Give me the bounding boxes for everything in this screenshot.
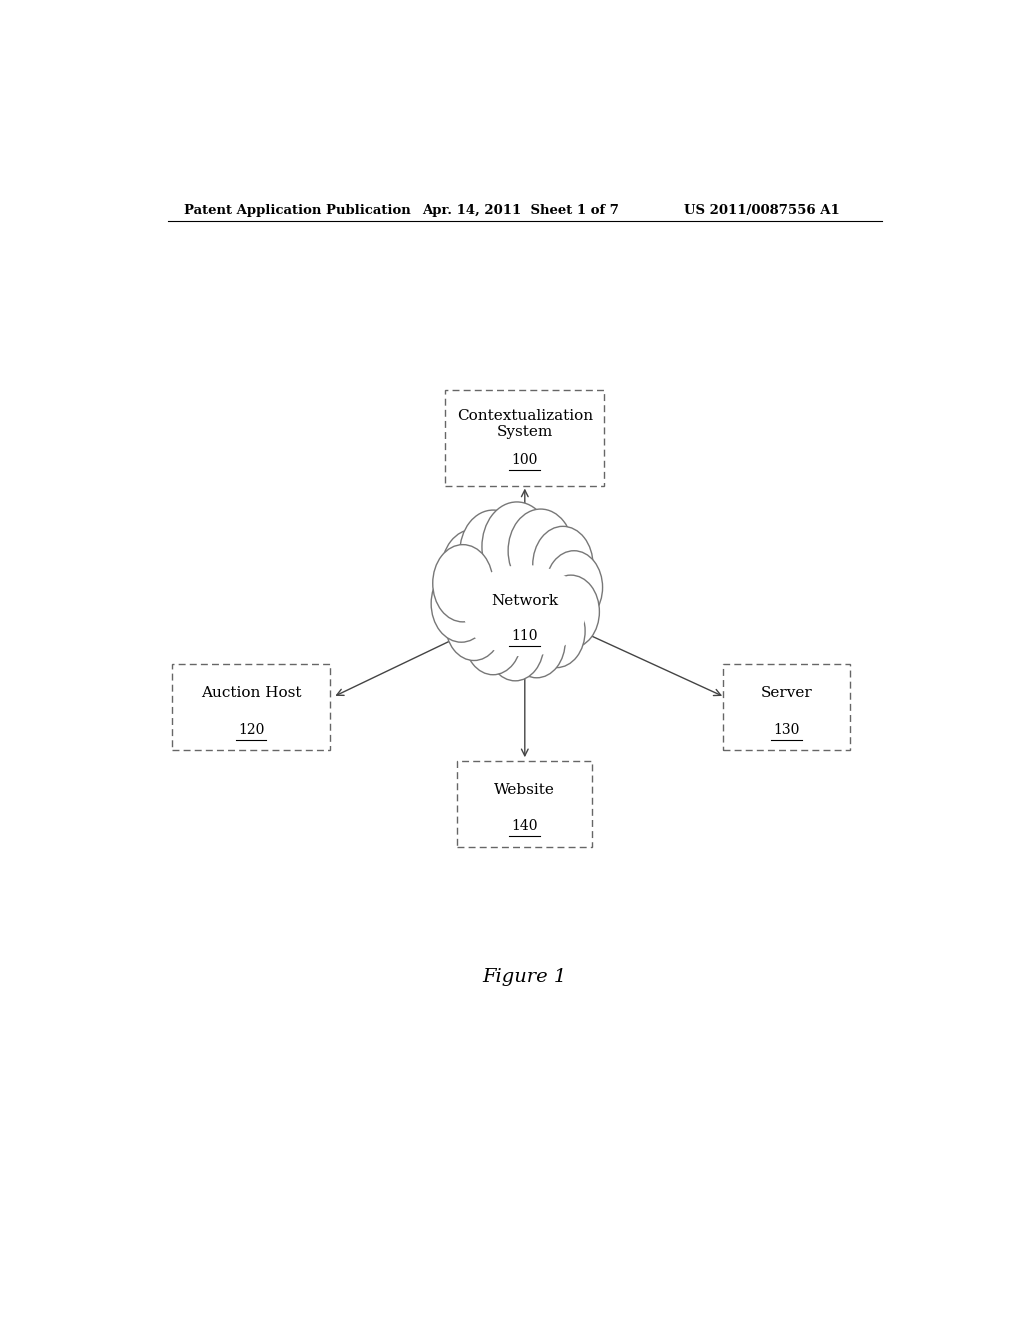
Circle shape (482, 502, 552, 591)
Text: 100: 100 (512, 453, 538, 467)
Ellipse shape (463, 565, 587, 656)
Circle shape (532, 527, 593, 603)
FancyBboxPatch shape (445, 389, 604, 486)
Text: Auction Host: Auction Host (201, 686, 301, 700)
Circle shape (543, 576, 599, 648)
Circle shape (508, 605, 565, 677)
Circle shape (431, 565, 492, 643)
Circle shape (546, 550, 602, 624)
Circle shape (508, 510, 573, 593)
FancyBboxPatch shape (458, 760, 592, 847)
Text: 130: 130 (773, 722, 800, 737)
Text: Figure 1: Figure 1 (482, 968, 567, 986)
Circle shape (528, 594, 585, 668)
Text: 120: 120 (238, 722, 264, 737)
Text: 140: 140 (512, 820, 538, 833)
Text: 110: 110 (512, 630, 538, 643)
Circle shape (433, 545, 494, 622)
Text: Server: Server (761, 686, 813, 700)
Circle shape (441, 529, 505, 611)
Circle shape (445, 587, 503, 660)
Text: Contextualization
System: Contextualization System (457, 409, 593, 438)
Circle shape (460, 510, 526, 595)
Circle shape (465, 602, 521, 675)
FancyBboxPatch shape (723, 664, 850, 751)
Text: Patent Application Publication: Patent Application Publication (183, 205, 411, 216)
Text: Website: Website (495, 783, 555, 796)
Text: Apr. 14, 2011  Sheet 1 of 7: Apr. 14, 2011 Sheet 1 of 7 (422, 205, 618, 216)
FancyBboxPatch shape (172, 664, 331, 751)
Text: Network: Network (492, 594, 558, 607)
Circle shape (486, 607, 544, 681)
Text: US 2011/0087556 A1: US 2011/0087556 A1 (684, 205, 840, 216)
